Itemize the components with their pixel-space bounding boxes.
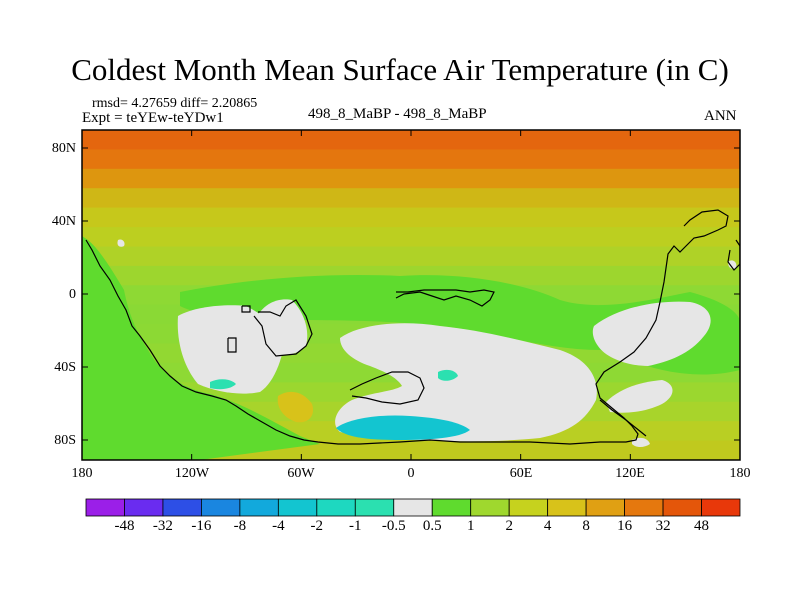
temperature-band (82, 227, 740, 248)
colorbar-swatch (201, 498, 241, 517)
colorbar-swatch (431, 498, 472, 517)
anomaly-region (606, 380, 673, 413)
lon-label-60w: 60W (287, 466, 315, 481)
colorbar (85, 498, 741, 517)
anomaly-region (210, 379, 236, 390)
colorbar-label: -8 (233, 518, 247, 534)
colorbar-label: 16 (617, 518, 633, 534)
colorbar-label: 2 (505, 518, 513, 534)
temperature-band (82, 149, 740, 170)
anomaly-region (277, 391, 314, 423)
colorbar-label: 4 (543, 518, 552, 534)
lat-label-0: 0 (69, 287, 76, 302)
colorbar-label: -16 (191, 518, 212, 534)
stats-text: rmsd= 4.27659 diff= 2.20865 (92, 96, 258, 111)
colorbar-label: 8 (582, 518, 590, 534)
anomaly-region (117, 239, 125, 247)
anomaly-regions (82, 236, 740, 460)
colorbar-swatch (624, 498, 664, 517)
lon-label-180e: 180 (729, 466, 751, 481)
comparison-text: 498_8_MaBP - 498_8_MaBP (308, 106, 487, 122)
lon-label-60e: 60E (509, 466, 533, 481)
anomaly-region (336, 415, 470, 440)
temperature-band (82, 168, 740, 190)
colorbar-label: 1 (466, 518, 475, 534)
colorbar-label: 0.5 (422, 518, 442, 534)
temperature-band (82, 207, 740, 228)
colorbar-label: 48 (694, 518, 709, 534)
lat-label-40s: 40S (54, 360, 76, 375)
colorbar-label: 32 (655, 518, 671, 534)
colorbar-swatch (701, 498, 741, 517)
lat-label-80n: 80N (51, 141, 76, 156)
anomaly-region (82, 236, 320, 460)
colorbar-label: -32 (152, 518, 173, 534)
anomaly-region (438, 369, 458, 381)
lat-label-80s: 80S (54, 433, 76, 448)
period-text: ANN (704, 108, 737, 124)
latitude-ticks (82, 147, 740, 441)
anomaly-region (335, 323, 597, 442)
colorbar-label: -0.5 (381, 518, 406, 534)
colorbar-swatch (470, 498, 510, 517)
anomaly-region (728, 260, 737, 269)
colorbar-swatch (393, 498, 433, 517)
temperature-band (82, 246, 740, 267)
temperature-band (82, 130, 740, 151)
colorbar-swatch (162, 498, 202, 517)
colorbar-label: -1 (349, 518, 362, 534)
colorbar-label: -4 (272, 518, 285, 534)
colorbar-label: -2 (310, 518, 324, 534)
colorbar-swatch (585, 498, 625, 517)
colorbar-swatch (124, 498, 164, 517)
colorbar-swatch (508, 498, 549, 517)
colorbar-swatch (316, 498, 356, 517)
colorbar-swatch (85, 498, 125, 517)
temperature-band (82, 188, 740, 209)
anomaly-region (180, 274, 740, 375)
lon-label-120w: 120W (174, 466, 210, 481)
colorbar-swatch (239, 498, 279, 517)
lat-label-40n: 40N (51, 214, 76, 229)
colorbar-swatch (662, 498, 702, 517)
lon-label-180w: 180 (71, 466, 93, 481)
lon-label-120e: 120E (615, 466, 645, 481)
lon-label-0: 0 (407, 466, 415, 481)
map-field (82, 130, 740, 460)
colorbar-swatch (547, 498, 587, 517)
anomaly-region (254, 299, 308, 356)
plot-title: Coldest Month Mean Surface Air Temperatu… (71, 52, 729, 87)
experiment-text: Expt = teYEw-teYDw1 (82, 110, 224, 126)
colorbar-swatch (354, 498, 395, 517)
longitude-ticks (81, 130, 741, 460)
anomaly-region (592, 301, 711, 366)
colorbar-swatch (277, 498, 318, 517)
colorbar-label: -48 (114, 518, 135, 534)
